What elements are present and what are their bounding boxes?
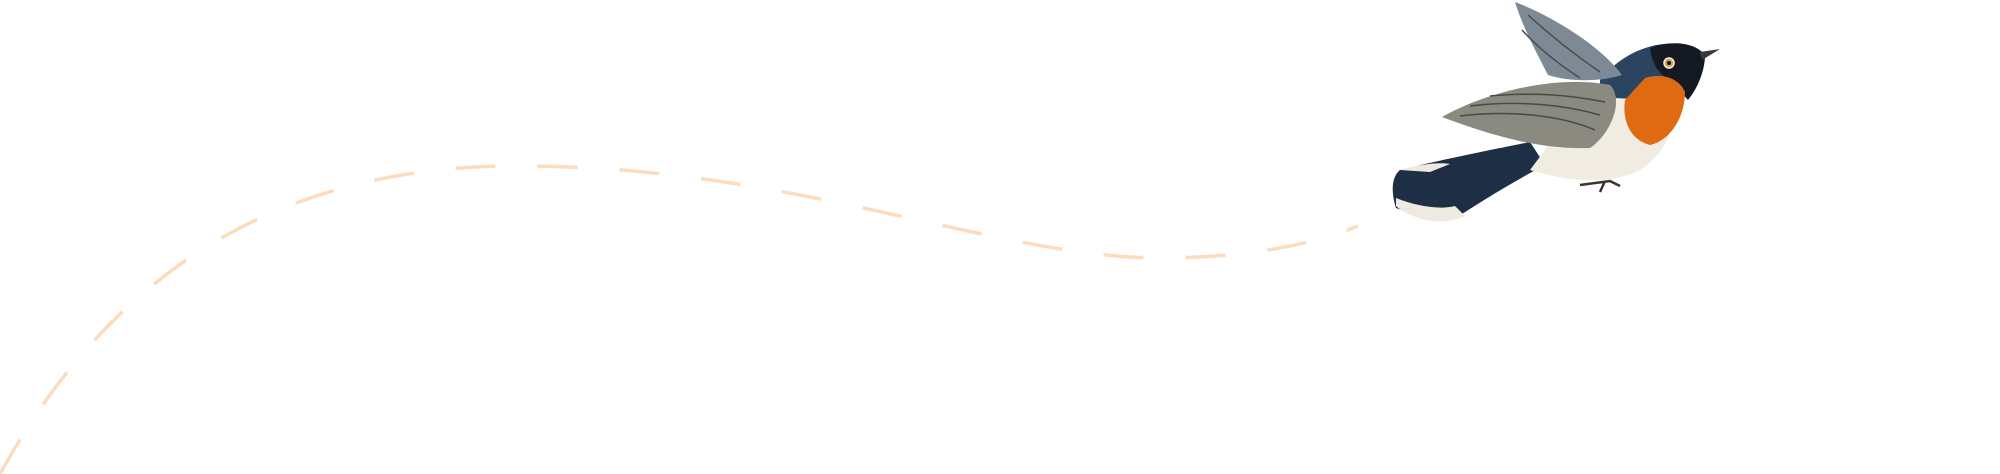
wing-feather-lines [1459,14,1606,131]
bird-head [1650,43,1705,100]
bird-tail [1392,142,1545,218]
bird-illustration [1392,2,1720,222]
bird-upper-wing [1515,2,1622,81]
bird-throat [1624,75,1685,145]
bird-feet [1579,179,1621,193]
bird-beak [1700,49,1720,60]
bird-tail-white-tips [1396,163,1465,222]
dashed-flight-path [0,164,1359,474]
bird-pupil [1667,61,1671,65]
